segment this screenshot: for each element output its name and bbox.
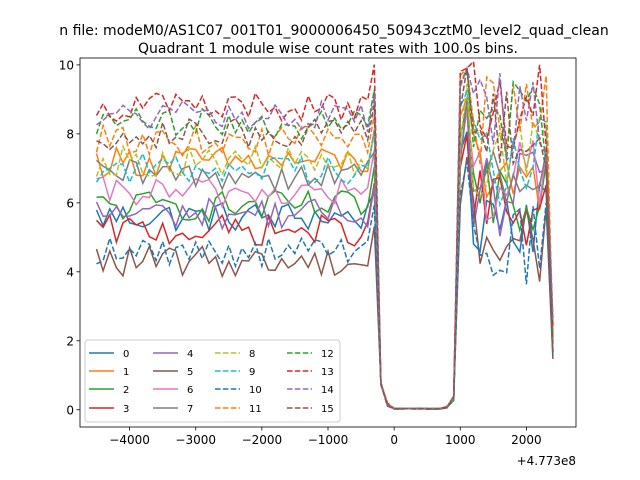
series-line-7 xyxy=(96,100,554,410)
x-axis: −4000 −3000 −2000 −1000 0 1000 2000 xyxy=(109,427,542,447)
legend-label-10: 10 xyxy=(249,385,262,396)
legend-label-5: 5 xyxy=(187,367,193,378)
chart-title: Quadrant 1 module wise count rates with … xyxy=(138,41,518,57)
legend-label-11: 11 xyxy=(249,404,262,415)
legend-label-2: 2 xyxy=(123,385,129,396)
legend-label-8: 8 xyxy=(249,349,255,360)
legend-label-15: 15 xyxy=(321,404,334,415)
series-line-14 xyxy=(96,65,554,410)
series-layer xyxy=(95,59,554,410)
figure-suptitle: n file: modeM0/AS1C07_001T01_9000006450_… xyxy=(59,23,608,39)
series-line-10 xyxy=(96,161,554,410)
series-line-11 xyxy=(95,66,554,410)
series-line-8 xyxy=(95,83,554,410)
x-tick-label: −3000 xyxy=(175,433,216,447)
legend-label-0: 0 xyxy=(123,349,129,360)
legend-label-14: 14 xyxy=(321,385,334,396)
series-line-12 xyxy=(95,68,554,410)
series-line-9 xyxy=(95,89,554,410)
legend-label-6: 6 xyxy=(187,385,193,396)
legend-label-3: 3 xyxy=(123,404,129,415)
series-line-13 xyxy=(95,59,554,410)
series-line-15 xyxy=(96,68,554,410)
x-tick-label: −1000 xyxy=(308,433,349,447)
series-line-2 xyxy=(96,102,554,410)
series-line-4 xyxy=(95,107,554,410)
legend-box xyxy=(84,339,341,423)
y-tick-label: 6 xyxy=(66,196,74,210)
x-tick-label: 0 xyxy=(390,433,398,447)
legend-label-4: 4 xyxy=(187,349,193,360)
series-line-6 xyxy=(96,109,554,410)
x-tick-label: 1000 xyxy=(445,433,476,447)
y-axis: 0 2 4 6 8 10 xyxy=(59,58,80,417)
legend-label-1: 1 xyxy=(123,367,129,378)
y-tick-label: 2 xyxy=(66,334,74,348)
series-line-5 xyxy=(95,156,554,410)
y-tick-label: 10 xyxy=(59,58,74,72)
y-tick-label: 0 xyxy=(66,403,74,417)
series-line-3 xyxy=(95,134,554,410)
legend-label-7: 7 xyxy=(187,404,193,415)
y-tick-label: 8 xyxy=(66,127,74,141)
legend-label-12: 12 xyxy=(321,349,334,360)
legend-label-13: 13 xyxy=(321,367,334,378)
x-tick-label: −2000 xyxy=(242,433,283,447)
legend-label-9: 9 xyxy=(249,367,255,378)
x-tick-label: −4000 xyxy=(109,433,150,447)
x-axis-offset-label: +4.773e8 xyxy=(517,454,576,468)
x-tick-label: 2000 xyxy=(511,433,542,447)
y-tick-label: 4 xyxy=(66,265,74,279)
